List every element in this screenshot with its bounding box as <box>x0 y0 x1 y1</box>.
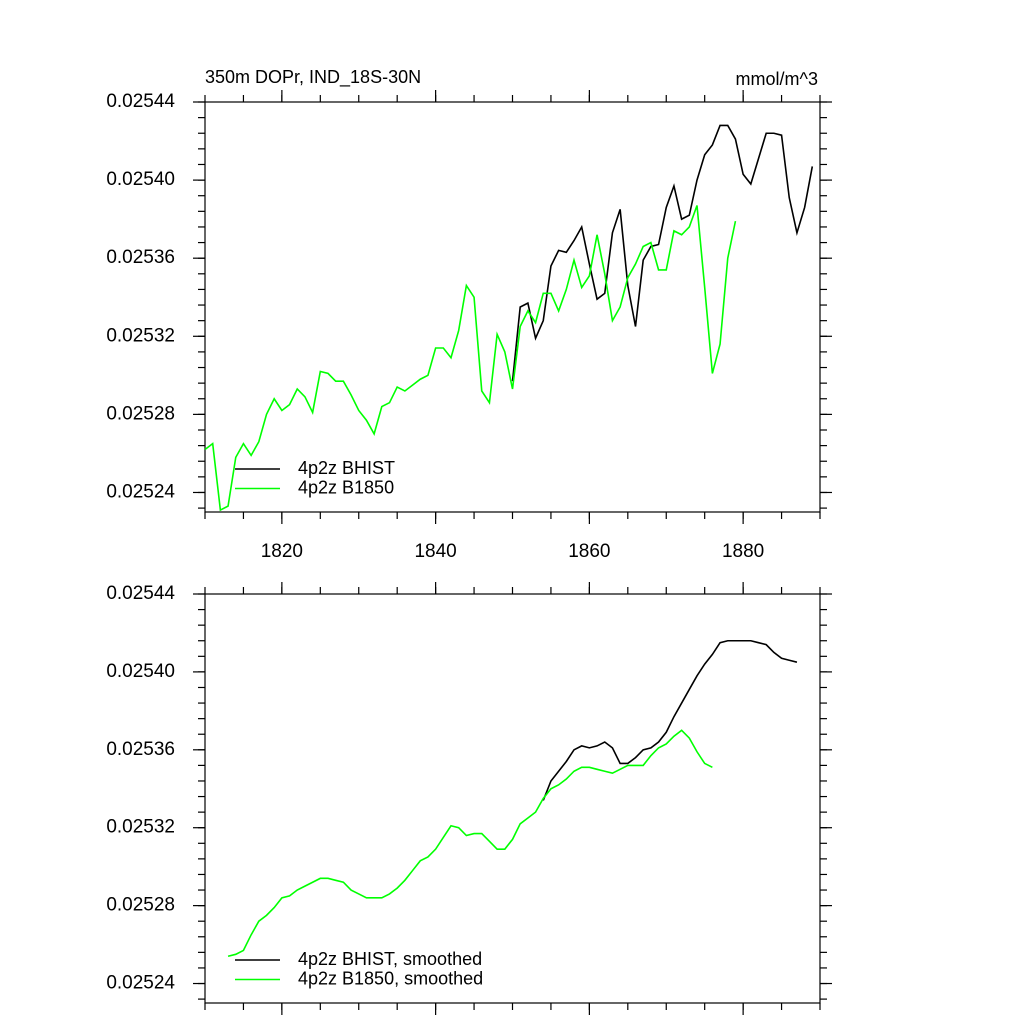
legend-label: 4p2z B1850, smoothed <box>298 968 483 988</box>
y-tick-label: 0.02536 <box>106 739 175 760</box>
legend-label: 4p2z B1850 <box>298 477 394 497</box>
y-tick-label: 0.02540 <box>106 169 175 190</box>
x-tick-label: 1840 <box>414 541 456 562</box>
plot-frame <box>204 593 821 1004</box>
x-tick-label: 1880 <box>722 541 764 562</box>
y-tick-label: 0.02524 <box>106 973 175 994</box>
x-tick-label: 1860 <box>568 541 610 562</box>
series-line <box>511 124 814 382</box>
series-line <box>204 205 737 512</box>
y-tick-label: 0.02532 <box>106 817 175 838</box>
y-tick-label: 0.02544 <box>106 91 175 112</box>
chart-title: 350m DOPr, IND_18S-30N <box>205 67 421 88</box>
legend-label: 4p2z BHIST <box>298 458 395 478</box>
y-tick-label: 0.02532 <box>106 325 175 346</box>
y-tick-label: 0.02540 <box>106 661 175 682</box>
y-tick-label: 0.02528 <box>106 403 175 424</box>
series-line <box>227 729 713 958</box>
y-tick-label: 0.02544 <box>106 583 175 604</box>
y-tick-label: 0.02524 <box>106 481 175 502</box>
units-label: mmol/m^3 <box>736 69 818 89</box>
x-tick-label: 1820 <box>261 541 303 562</box>
series-line <box>542 639 798 801</box>
legend-label: 4p2z BHIST, smoothed <box>298 949 482 969</box>
y-tick-label: 0.02536 <box>106 247 175 268</box>
y-tick-label: 0.02528 <box>106 895 175 916</box>
plot-frame <box>204 101 821 513</box>
